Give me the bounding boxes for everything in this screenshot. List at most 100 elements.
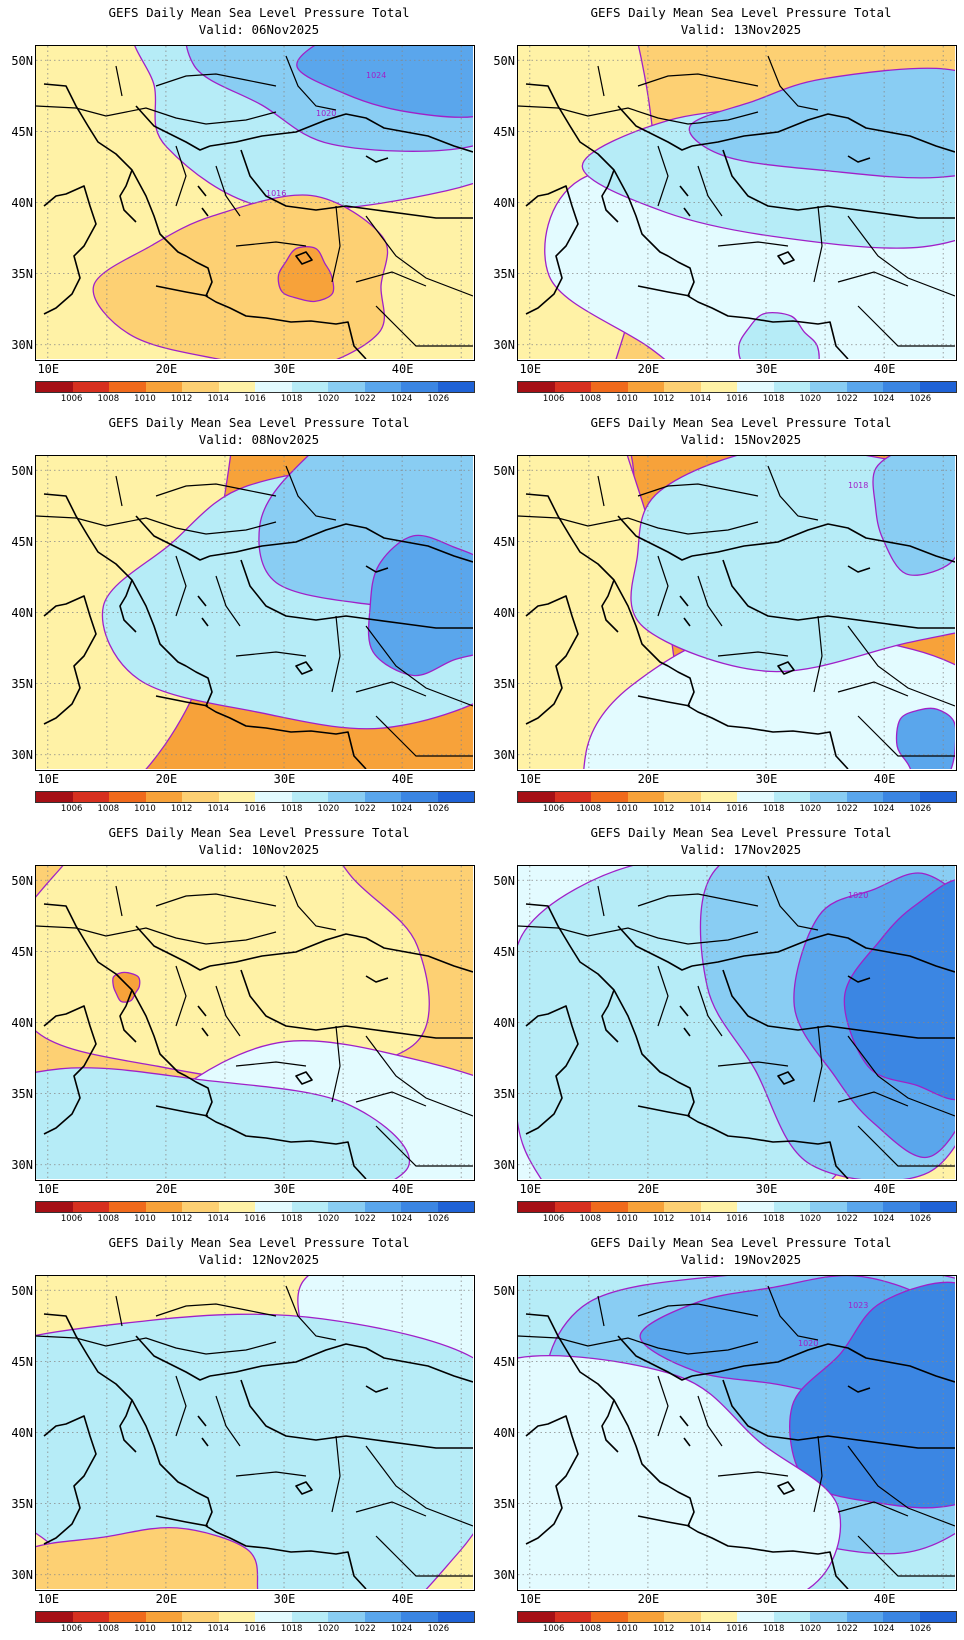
lat-label: 40N	[493, 606, 515, 620]
colorbar-label: 1010	[616, 804, 638, 814]
panel-title: GEFS Daily Mean Sea Level Pressure Total	[108, 415, 410, 430]
colorbar-label: 1026	[427, 1624, 450, 1634]
colorbar	[517, 1201, 957, 1213]
colorbar-swatch	[883, 792, 920, 802]
colorbar-label: 1006	[60, 1214, 83, 1224]
gridlines	[36, 46, 473, 359]
map-canvas: 1023 1020	[518, 1276, 955, 1589]
isobar-region	[688, 67, 955, 179]
lat-label: 45N	[11, 944, 33, 959]
colorbar-label: 1010	[134, 1624, 156, 1634]
colorbar-label: 1008	[97, 394, 120, 404]
colorbar-label: 1020	[317, 804, 340, 814]
lon-label: 30E	[755, 362, 778, 376]
colorbar-swatch	[737, 792, 774, 802]
colorbar-swatch	[737, 1202, 774, 1212]
panel-title: GEFS Daily Mean Sea Level Pressure Total	[590, 5, 892, 20]
lat-label: 40N	[11, 606, 33, 620]
colorbar-swatch	[554, 382, 591, 392]
map-panel: GEFS Daily Mean Sea Level Pressure Total…	[0, 410, 482, 820]
colorbar-swatch	[919, 1202, 956, 1212]
colorbar-swatch	[72, 1202, 109, 1212]
lat-label: 45N	[11, 534, 33, 549]
colorbar-label: 1006	[60, 394, 83, 404]
colorbar-swatch	[255, 1202, 292, 1212]
colorbar-label: 1012	[170, 804, 193, 814]
coastline	[525, 493, 955, 769]
colorbar-label: 1010	[134, 394, 156, 404]
colorbar-swatch	[437, 792, 474, 802]
colorbar-swatch	[664, 382, 701, 392]
colorbar-swatch	[883, 382, 920, 392]
lat-label: 30N	[11, 338, 33, 353]
map-canvas	[36, 866, 473, 1179]
colorbar-swatch	[810, 1612, 847, 1622]
colorbar-label: 1022	[836, 804, 858, 814]
lat-label: 50N	[493, 53, 515, 68]
colorbar	[517, 381, 957, 393]
lon-label: 20E	[637, 1182, 660, 1196]
map-canvas	[518, 46, 955, 359]
colorbar-swatch	[255, 792, 292, 802]
lon-label: 10E	[519, 1182, 542, 1196]
colorbar-swatch	[591, 1202, 628, 1212]
colorbar-swatch	[437, 1202, 474, 1212]
colorbar-swatch	[846, 1612, 883, 1622]
lon-label: 10E	[37, 1182, 60, 1196]
colorbar	[517, 1611, 957, 1623]
colorbar-label: 1022	[354, 804, 376, 814]
lat-label: 45N	[11, 1354, 33, 1369]
colorbar-swatch	[437, 382, 474, 392]
gridlines	[518, 46, 955, 359]
colorbar-label: 1022	[836, 1214, 858, 1224]
country-borders	[36, 465, 473, 757]
colorbar-swatch	[72, 792, 109, 802]
colorbar-swatch	[72, 1612, 109, 1622]
lat-label: 40N	[11, 1016, 33, 1030]
colorbar-swatch	[518, 1612, 555, 1622]
colorbar-label: 1008	[97, 804, 120, 814]
colorbar	[517, 791, 957, 803]
colorbar-swatch	[664, 1612, 701, 1622]
colorbar-swatch	[591, 792, 628, 802]
country-borders	[36, 1285, 473, 1577]
lon-label: 30E	[755, 1592, 778, 1606]
map-panel: GEFS Daily Mean Sea Level Pressure Total…	[482, 1230, 964, 1640]
lon-label: 30E	[273, 772, 296, 786]
pressure-map	[35, 865, 475, 1181]
valid-date: Valid: 08Nov2025	[198, 432, 320, 447]
colorbar-swatch	[182, 1202, 219, 1212]
lon-label: 30E	[755, 772, 778, 786]
contour-label: 1020	[316, 109, 336, 118]
lat-label: 35N	[493, 267, 515, 282]
pressure-map: 1020	[517, 865, 957, 1181]
colorbar-label: 1022	[354, 1624, 376, 1634]
colorbar-label: 1014	[689, 1214, 712, 1224]
colorbar-label: 1016	[726, 1214, 748, 1224]
contour-label: 1018	[848, 481, 868, 490]
colorbar	[35, 791, 475, 803]
isobar-region	[738, 311, 820, 359]
colorbar	[35, 1611, 475, 1623]
lat-label: 40N	[493, 196, 515, 210]
coastline	[43, 1313, 473, 1589]
map-panel: GEFS Daily Mean Sea Level Pressure Total…	[0, 820, 482, 1230]
colorbar-label: 1026	[909, 1214, 932, 1224]
colorbar-swatch	[36, 1202, 73, 1212]
colorbar-swatch	[810, 1202, 847, 1212]
lat-label: 35N	[493, 1497, 515, 1512]
map-panel: GEFS Daily Mean Sea Level Pressure Total…	[0, 0, 482, 410]
valid-date: Valid: 15Nov2025	[680, 432, 802, 447]
colorbar-label: 1006	[60, 1624, 83, 1634]
colorbar-swatch	[919, 1612, 956, 1622]
contour-label: 1024	[366, 71, 386, 80]
isobar-region	[112, 971, 141, 1003]
colorbar-swatch	[328, 1612, 365, 1622]
colorbar-swatch	[36, 792, 73, 802]
colorbar-label: 1026	[427, 804, 450, 814]
colorbar-swatch	[218, 792, 255, 802]
lat-label: 35N	[11, 1087, 33, 1102]
lat-label: 40N	[493, 1016, 515, 1030]
lon-label: 40E	[391, 1592, 414, 1606]
isobar-region	[36, 1313, 473, 1589]
